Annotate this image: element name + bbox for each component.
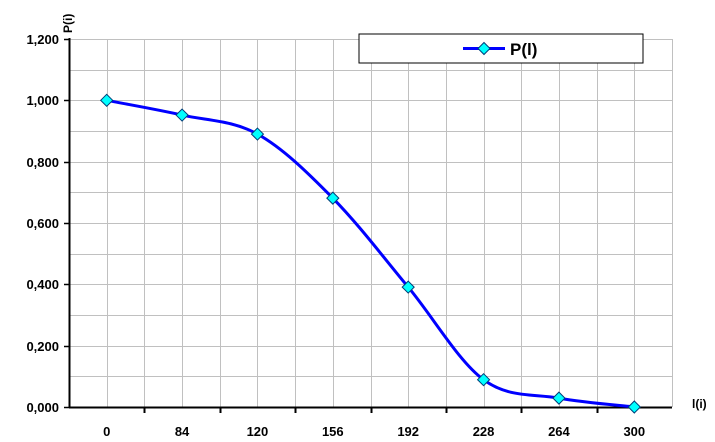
y-tick-label: 0,200 bbox=[26, 339, 59, 354]
x-tick-label: 228 bbox=[473, 424, 495, 439]
axes bbox=[64, 38, 672, 413]
y-tick-label: 0,400 bbox=[26, 277, 59, 292]
y-tick-label: 1,000 bbox=[26, 93, 59, 108]
legend-label: P(l) bbox=[510, 40, 537, 59]
data-point-marker bbox=[326, 191, 340, 205]
x-tick-label: 84 bbox=[175, 424, 190, 439]
data-point-marker bbox=[552, 391, 566, 405]
y-tick-label: 0,800 bbox=[26, 155, 59, 170]
x-tick-label: 192 bbox=[397, 424, 419, 439]
data-point-marker bbox=[175, 108, 189, 122]
x-tick-label: 156 bbox=[322, 424, 344, 439]
y-axis-title: P(i) bbox=[61, 14, 75, 33]
x-axis-title: l(i) bbox=[692, 397, 707, 411]
data-point-marker bbox=[476, 372, 491, 387]
x-tick-label: 0 bbox=[103, 424, 110, 439]
legend-marker-swatch bbox=[477, 41, 491, 56]
x-tick-label: 300 bbox=[623, 424, 645, 439]
series-line bbox=[106, 98, 635, 409]
data-point-marker bbox=[627, 400, 642, 414]
data-point-marker bbox=[99, 93, 114, 108]
y-tick-label: 1,200 bbox=[26, 32, 59, 47]
data-point-marker bbox=[401, 280, 415, 294]
data-point-marker bbox=[250, 127, 265, 141]
gridlines bbox=[69, 39, 673, 407]
y-tick-label: 0,000 bbox=[26, 400, 59, 415]
data-series bbox=[99, 93, 642, 414]
x-tick-label: 264 bbox=[548, 424, 570, 439]
x-tick-label: 120 bbox=[247, 424, 269, 439]
tick-labels: 0,000 0,200 0,400 0,600 0,800 1,000 1,200 0 84 12… bbox=[26, 32, 645, 439]
y-tick-label: 0,600 bbox=[26, 216, 59, 231]
legend: P(l) bbox=[358, 33, 644, 64]
